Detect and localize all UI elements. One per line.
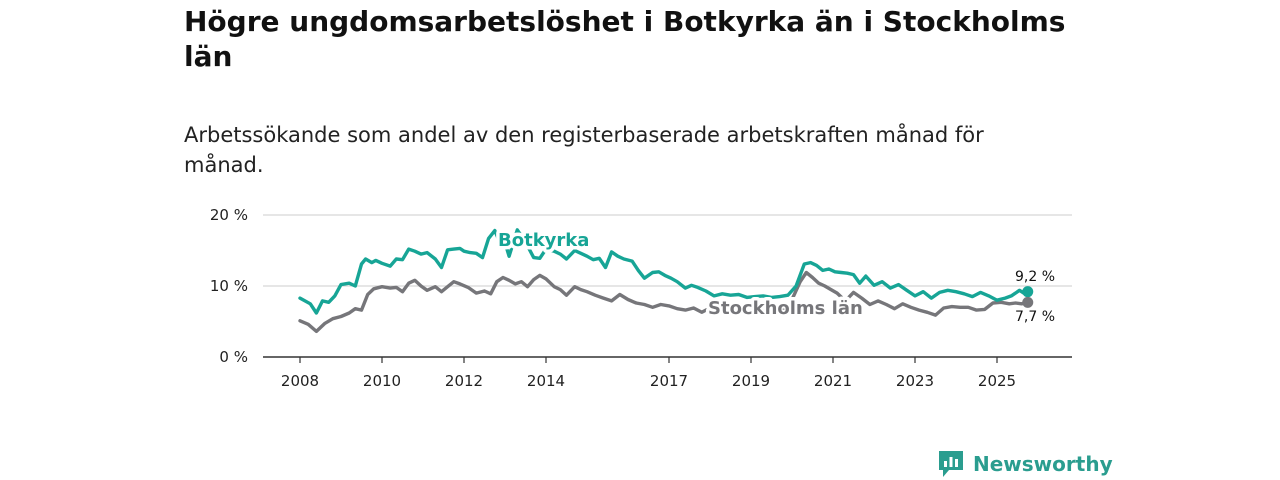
series-label-botkyrka: Botkyrka [498, 230, 589, 251]
series-line-botkyrka [298, 228, 1030, 315]
gridlines [263, 214, 1072, 287]
series-line-stockholm [298, 270, 1030, 334]
x-tick-label: 2010 [363, 372, 401, 390]
x-tick-label: 2008 [281, 372, 319, 390]
series-label-halo: Botkyrka [498, 230, 589, 251]
chart-subtitle: Arbetssökande som andel av den registerb… [184, 123, 984, 177]
y-tick-label: 20 % [210, 206, 248, 224]
x-tick-label: 2021 [814, 372, 852, 390]
end-point-botkyrka [1022, 286, 1034, 298]
series-lines [298, 228, 1034, 334]
series-label-halo: Stockholms län [708, 298, 863, 319]
x-tick-label: 2023 [896, 372, 934, 390]
y-tick-label: 10 % [210, 277, 248, 295]
x-tick-label: 2019 [732, 372, 770, 390]
end-value-label-botkyrka: 9,2 % [1015, 269, 1055, 285]
brand-logo[interactable]: Newsworthy [937, 449, 1113, 479]
end-point-stockholm [1022, 296, 1034, 308]
end-value-label-stockholm: 7,7 % [1015, 309, 1055, 325]
brand-name: Newsworthy [973, 452, 1113, 476]
y-tick-label: 0 % [219, 348, 248, 366]
newsworthy-logo-icon [939, 451, 963, 477]
chart-title: Högre ungdomsarbetslöshet i Botkyrka än … [184, 5, 1066, 73]
series-label-stockholm: Stockholms län [708, 298, 863, 319]
x-tick-label: 2012 [445, 372, 483, 390]
axes: 0 % 10 % 20 % 2008 2010 2012 2014 2017 2019 2021 2… [210, 206, 1072, 390]
x-tick-label: 2017 [650, 372, 688, 390]
line-chart: 0 % 10 % 20 % 2008 2010 2012 2014 2017 2019 2021 2… [210, 206, 1072, 390]
x-tick-label: 2014 [527, 372, 565, 390]
x-tick-label: 2025 [978, 372, 1016, 390]
